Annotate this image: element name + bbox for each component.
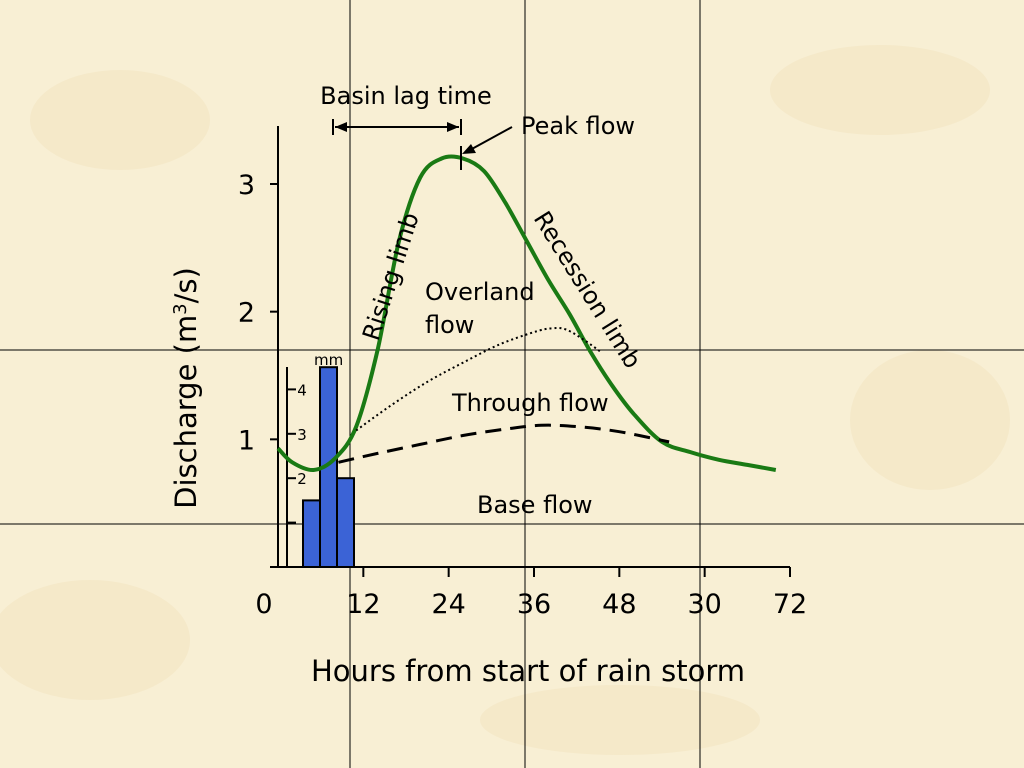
y-tick-label: 1 (238, 425, 255, 456)
y-ticks: 1 2 3 (238, 170, 278, 456)
peak-arrow (462, 126, 513, 154)
rainfall-histogram: 2 3 4 (286, 366, 355, 569)
x-axis-title: Hours from start of rain storm (311, 654, 745, 688)
baseflow-line (338, 423, 670, 464)
x-tick-label: 0 (255, 589, 272, 620)
rainfall-bar (336, 477, 355, 569)
x-tick-label: 30 (687, 589, 721, 620)
storm-hydrograph-line (276, 154, 777, 473)
x-tick-label: 12 (346, 589, 380, 620)
x-ticks: 0 12 24 36 48 30 72 (255, 567, 807, 620)
rainfall-unit-label: mm (314, 351, 343, 369)
overland-flow-label-line2: flow (425, 311, 474, 339)
overland-flow-label-line1: Overland (425, 278, 535, 306)
y-axis-title-superscript: 3 (170, 303, 191, 314)
rainfall-bar (302, 499, 321, 568)
y-axis-title-unit: /s) (169, 267, 203, 303)
rainfall-tick-label: 2 (297, 470, 307, 488)
x-tick-label: 24 (431, 589, 465, 620)
basin-lag-label: Basin lag time (320, 82, 492, 110)
throughflow-line (355, 326, 603, 432)
parchment-texture (0, 45, 1010, 755)
rainfall-tick-label: 4 (297, 381, 307, 399)
x-tick-label: 72 (773, 589, 807, 620)
flow-series (276, 154, 777, 473)
base-flow-label: Base flow (477, 491, 593, 519)
y-axis-title: Discharge (m3/s) (169, 267, 203, 509)
basin-lag-marker (332, 119, 462, 135)
rainfall-tick-label: 3 (297, 426, 307, 444)
peak-flow-label: Peak flow (521, 112, 635, 140)
y-axis-title-main: Discharge (m (169, 315, 203, 509)
x-tick-label: 36 (517, 589, 551, 620)
x-tick-label: 48 (602, 589, 636, 620)
y-tick-label: 2 (238, 298, 255, 329)
y-tick-label: 3 (238, 170, 255, 201)
through-flow-label: Through flow (451, 389, 609, 417)
